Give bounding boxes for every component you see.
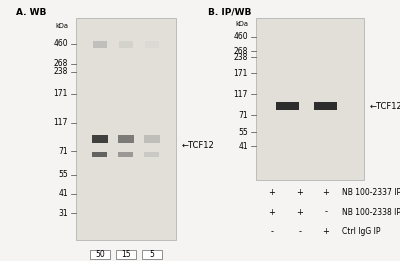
Bar bbox=[256, 18, 364, 180]
Text: 171: 171 bbox=[234, 69, 248, 78]
Text: 268: 268 bbox=[234, 47, 248, 56]
Text: +: + bbox=[322, 227, 330, 236]
Text: 41: 41 bbox=[238, 142, 248, 151]
Text: NB 100-2338 IP: NB 100-2338 IP bbox=[342, 207, 400, 217]
Bar bbox=[119, 41, 133, 48]
Text: +: + bbox=[268, 188, 276, 197]
Text: 117: 117 bbox=[234, 90, 248, 99]
Text: 55: 55 bbox=[58, 170, 68, 179]
Text: 50: 50 bbox=[95, 250, 105, 259]
Bar bbox=[118, 152, 133, 157]
Bar bbox=[144, 135, 160, 143]
Text: ←TCF12: ←TCF12 bbox=[182, 141, 215, 150]
Text: +: + bbox=[322, 188, 330, 197]
Bar bbox=[92, 135, 108, 143]
Text: B. IP/WB: B. IP/WB bbox=[208, 8, 251, 17]
Text: -: - bbox=[270, 227, 274, 236]
Text: NB 100-2337 IP: NB 100-2337 IP bbox=[342, 188, 400, 197]
Text: 171: 171 bbox=[54, 89, 68, 98]
Bar bbox=[118, 135, 134, 143]
Bar bbox=[116, 250, 136, 259]
Text: 55: 55 bbox=[238, 128, 248, 137]
Bar bbox=[90, 250, 110, 259]
Text: +: + bbox=[268, 207, 276, 217]
Text: ←TCF12: ←TCF12 bbox=[370, 102, 400, 111]
Text: 41: 41 bbox=[58, 189, 68, 198]
Text: 71: 71 bbox=[238, 111, 248, 120]
Text: 117: 117 bbox=[54, 118, 68, 127]
Bar bbox=[142, 250, 162, 259]
Bar bbox=[314, 102, 337, 110]
Text: 71: 71 bbox=[58, 147, 68, 156]
Text: +: + bbox=[296, 207, 304, 217]
Bar bbox=[92, 152, 107, 157]
Text: kDa: kDa bbox=[55, 23, 68, 29]
Text: 5: 5 bbox=[150, 250, 154, 259]
Bar bbox=[76, 18, 176, 240]
Text: 238: 238 bbox=[234, 53, 248, 62]
Text: 15: 15 bbox=[121, 250, 131, 259]
Text: +: + bbox=[296, 188, 304, 197]
Text: 268: 268 bbox=[54, 59, 68, 68]
Text: -: - bbox=[324, 207, 328, 217]
Bar bbox=[276, 102, 299, 110]
Text: 460: 460 bbox=[233, 32, 248, 41]
Text: 460: 460 bbox=[53, 39, 68, 48]
Text: kDa: kDa bbox=[235, 21, 248, 27]
Bar bbox=[145, 41, 159, 48]
Text: 238: 238 bbox=[54, 67, 68, 76]
Bar bbox=[144, 152, 159, 157]
Text: A. WB: A. WB bbox=[16, 8, 46, 17]
Text: Ctrl IgG IP: Ctrl IgG IP bbox=[342, 227, 380, 236]
Bar bbox=[93, 41, 107, 48]
Text: 31: 31 bbox=[58, 209, 68, 218]
Text: -: - bbox=[298, 227, 302, 236]
